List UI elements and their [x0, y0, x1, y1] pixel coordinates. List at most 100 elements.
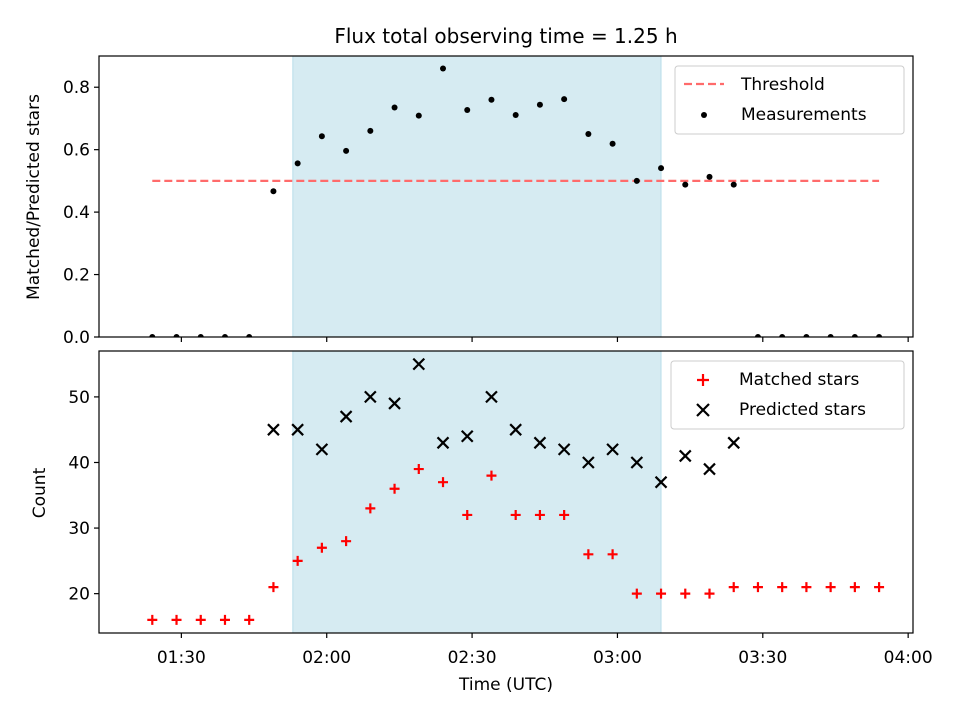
- predicted-star-point: [436, 436, 450, 450]
- predicted-star-point: [582, 456, 595, 469]
- matched-star-point: [292, 555, 303, 566]
- predicted-star-point: [557, 443, 571, 456]
- matched-star-point: [219, 614, 230, 625]
- measurement-point: [270, 188, 277, 195]
- legend-measurements-swatch: [701, 112, 707, 118]
- predicted-star-point: [388, 397, 401, 410]
- matched-star-point: [244, 614, 255, 625]
- legend-predicted-swatch: [696, 403, 710, 417]
- predicted-star-point: [291, 423, 304, 436]
- matched-star-point: [195, 614, 206, 625]
- matched-star-point: [341, 536, 352, 547]
- x-tick-label: 03:30: [738, 648, 787, 668]
- predicted-star-point: [678, 449, 692, 463]
- x-tick-label: 02:00: [302, 648, 351, 668]
- measurement-point: [246, 334, 253, 337]
- measurement-point: [851, 334, 858, 337]
- y-tick-label: 20: [68, 585, 90, 605]
- legend-matched-swatch: [697, 374, 709, 386]
- legend-matched-label: Matched stars: [739, 370, 859, 390]
- predicted-star-point: [364, 390, 377, 404]
- x-tick-label: 03:00: [593, 648, 642, 668]
- predicted-star-point: [267, 423, 280, 436]
- matched-star-point: [316, 542, 327, 553]
- predicted-star-point: [412, 357, 426, 371]
- x-tick-label: 01:30: [157, 648, 206, 668]
- predicted-star-point: [460, 429, 474, 443]
- matched-star-point: [365, 503, 376, 514]
- matched-star-point: [486, 470, 497, 481]
- predicted-star-point: [509, 423, 522, 436]
- predicted-star-point: [703, 462, 716, 476]
- matched-star-point: [583, 549, 594, 560]
- predicted-star-point: [485, 390, 498, 404]
- measurement-point: [440, 65, 447, 72]
- measurement-point: [173, 334, 180, 337]
- y-tick-label: 0.2: [63, 266, 90, 286]
- measurement-point: [706, 173, 713, 180]
- plot-area-0: [149, 56, 883, 337]
- y-tick-label: 0.6: [63, 141, 90, 161]
- measurement-point: [754, 334, 761, 337]
- legend-measurements-label: Measurements: [741, 105, 867, 125]
- x-axis-label: Time (UTC): [458, 675, 553, 695]
- matched-star-point: [438, 477, 449, 488]
- matched-star-point: [752, 582, 763, 593]
- predicted-star-point: [630, 456, 644, 469]
- predicted-star-point: [315, 443, 329, 456]
- predicted-star-point: [606, 443, 619, 456]
- top-legend: [674, 65, 905, 135]
- matched-star-point: [825, 582, 836, 593]
- measurement-point: [488, 96, 495, 103]
- measurement-point: [536, 101, 543, 108]
- measurement-point: [367, 127, 374, 134]
- matched-star-point: [849, 582, 860, 593]
- matched-star-point: [656, 588, 667, 599]
- y-tick-label: 0.4: [63, 203, 90, 223]
- measurement-point: [827, 334, 834, 337]
- matched-star-point: [510, 509, 521, 520]
- y-tick-label: 50: [68, 388, 90, 408]
- matched-star-point: [874, 582, 885, 593]
- matched-star-point: [462, 509, 473, 520]
- legend-threshold-label: Threshold: [740, 75, 825, 95]
- measurement-point: [682, 181, 689, 188]
- measurement-point: [318, 133, 325, 140]
- matched-star-point: [268, 582, 279, 593]
- matched-star-point: [801, 582, 812, 593]
- measurement-point: [803, 334, 810, 337]
- matched-star-point: [631, 588, 642, 599]
- measurement-point: [149, 334, 156, 337]
- predicted-star-point: [339, 410, 353, 423]
- y-tick-label: 0.8: [63, 78, 90, 98]
- matched-star-point: [389, 483, 400, 494]
- measurement-point: [464, 107, 471, 114]
- observing-window-band: [292, 56, 662, 337]
- measurement-point: [391, 104, 398, 111]
- legend-predicted-label: Predicted stars: [739, 400, 866, 420]
- axes-frame-0: [98, 55, 914, 338]
- chart-title: Flux total observing time = 1.25 h: [334, 24, 677, 48]
- matched-star-point: [559, 509, 570, 520]
- measurement-point: [585, 131, 592, 138]
- matched-star-point: [728, 582, 739, 593]
- measurement-point: [221, 334, 228, 337]
- measurement-point: [294, 160, 301, 167]
- measurement-point: [512, 112, 519, 119]
- measurement-point: [876, 334, 883, 337]
- measurement-point: [633, 177, 640, 184]
- x-tick-label: 02:30: [448, 648, 497, 668]
- plot-area-1: [147, 351, 885, 633]
- predicted-star-point: [727, 436, 741, 450]
- matched-star-point: [147, 614, 158, 625]
- y-tick-label: 40: [68, 453, 90, 473]
- matched-star-point: [534, 509, 545, 520]
- matched-star-point: [171, 614, 182, 625]
- measurement-point: [609, 140, 616, 147]
- matched-star-point: [607, 549, 618, 560]
- measurement-point: [561, 96, 568, 103]
- bottom-legend: [670, 360, 905, 430]
- y-tick-label: 0.0: [63, 328, 90, 348]
- matched-star-point: [777, 582, 788, 593]
